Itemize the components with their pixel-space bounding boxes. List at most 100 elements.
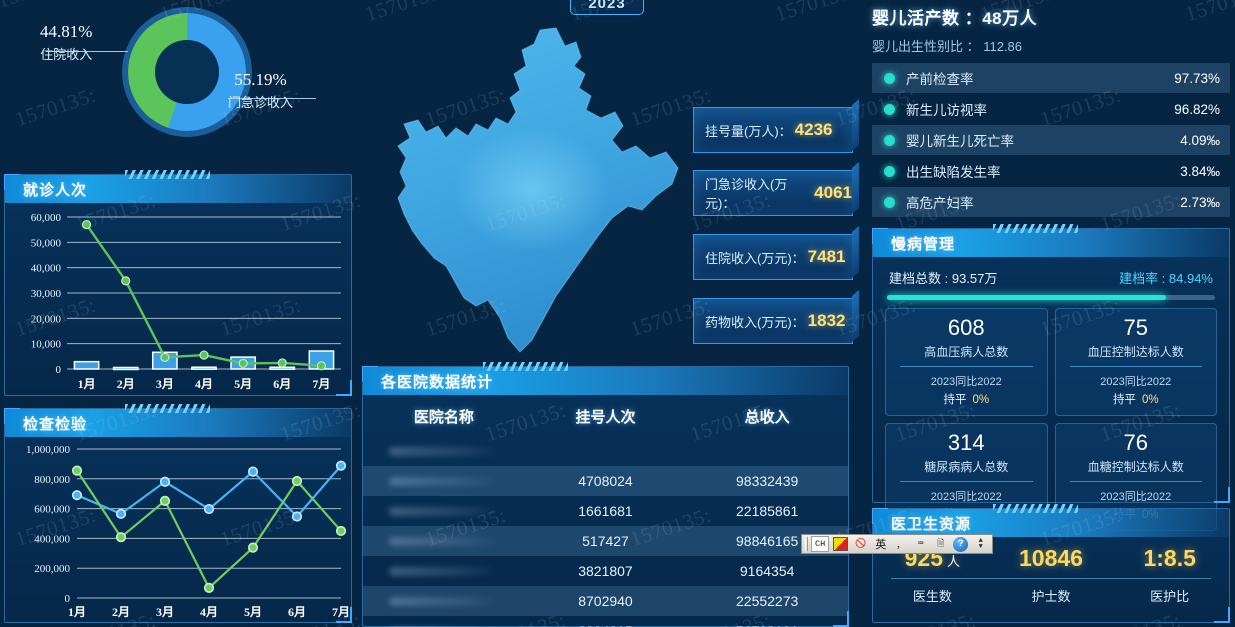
- cell-hospital-name: [363, 556, 525, 586]
- exam-chart-svg: 0 200,000 400,000 600,000 800,000 1,000,000 1月…: [26, 444, 350, 619]
- resource-value: 1:8.5: [1143, 545, 1196, 571]
- birth-stat-row[interactable]: 高危产妇率 2.73‰: [872, 187, 1230, 217]
- svg-text:2月: 2月: [112, 605, 130, 619]
- cell-visits: 8894315: [525, 616, 687, 627]
- resource-name: 护士数: [1031, 589, 1071, 604]
- donut-leader-line-right: [228, 98, 316, 99]
- chronic-rate-label: 建档率 : 84.94%: [1119, 271, 1213, 286]
- resource-name: 医生数: [912, 589, 952, 604]
- chronic-card-number: 76: [1123, 430, 1148, 455]
- chronic-card-yoy-label: 2023同比2022: [1100, 376, 1172, 388]
- ime-punctuation-button[interactable]: ，: [896, 540, 906, 551]
- donut-rim: [122, 7, 252, 137]
- resources-names-grid: 医生数 护士数 医护比: [873, 579, 1229, 605]
- chronic-card-trend-text: 持平: [943, 394, 967, 406]
- chronic-progress-bar: [887, 295, 1215, 300]
- kpi-outpatient-revenue[interactable]: 门急诊收入(万元)： 4061: [693, 170, 853, 216]
- table-row[interactable]: 889431556783191: [363, 616, 848, 627]
- ime-mode-button[interactable]: CH: [811, 536, 830, 552]
- svg-text:7月: 7月: [312, 377, 330, 391]
- chronic-card-delta: 0%: [972, 394, 990, 406]
- bullet-dot-icon: [884, 196, 895, 208]
- ime-soft-keyboard-icon[interactable]: ⌨: [917, 539, 924, 549]
- cell-visits: 8702940: [524, 586, 687, 616]
- ime-toolbox-icon[interactable]: 🗎: [937, 539, 945, 549]
- redacted-hospital-name: [389, 476, 499, 486]
- birth-stat-label: 新生儿访视率: [906, 103, 987, 118]
- redacted-hospital-name: [389, 566, 499, 576]
- col-visits[interactable]: 挂号人次: [575, 409, 636, 426]
- svg-text:800,000: 800,000: [34, 474, 70, 486]
- cell-revenue: 9164354: [739, 563, 795, 579]
- svg-text:40,000: 40,000: [31, 263, 62, 275]
- col-hospital-name[interactable]: 医院名称: [413, 409, 474, 426]
- chronic-card-number: 314: [947, 430, 985, 455]
- cell-revenue: 56783191: [686, 616, 848, 627]
- redacted-hospital-name: [389, 506, 499, 516]
- resources-panel-title: 医卫生资源: [891, 515, 972, 533]
- table-row[interactable]: 3821807 9164354: [363, 556, 848, 586]
- chronic-card-yoy-label: 2023同比2022: [930, 491, 1002, 503]
- svg-text:1月: 1月: [78, 377, 96, 391]
- kpi-drug-revenue[interactable]: 药物收入(万元)： 1832: [693, 298, 853, 344]
- bullet-dot-icon: [884, 72, 895, 84]
- ime-help-icon[interactable]: ?: [952, 536, 969, 552]
- chronic-metric-card[interactable]: 75 血压控制达标人数 2023同比2022 持平 0%: [1054, 308, 1217, 416]
- cell-hospital-name: [363, 496, 525, 526]
- table-row[interactable]: 8702940 22552273: [363, 586, 848, 616]
- ime-language-button[interactable]: 英: [875, 540, 887, 552]
- svg-text:10,000: 10,000: [31, 339, 62, 351]
- ime-expand-icon[interactable]: ▲ ▼: [978, 537, 983, 551]
- table-row[interactable]: [363, 436, 848, 466]
- birth-stats-block: 婴儿活产数 ：48万人 婴儿出生性别比 ： 112.86 产前检查率 97.73%…: [872, 4, 1230, 217]
- chronic-card-name: 糖尿病病人总数: [924, 460, 1009, 474]
- chronic-card-trend: 持平 0%: [1062, 391, 1211, 407]
- birth-stat-value: 4.09‰: [1180, 132, 1220, 148]
- svg-text:200,000: 200,000: [34, 563, 70, 575]
- chronic-metric-card[interactable]: 608 高血压病人总数 2023同比2022 持平 0%: [885, 308, 1048, 416]
- bullet-dot-icon: [884, 134, 895, 146]
- ime-drag-handle[interactable]: [805, 537, 808, 551]
- bullet-dot-icon: [884, 103, 895, 115]
- visits-panel-header: 就诊人次: [5, 170, 351, 203]
- svg-text:400,000: 400,000: [34, 533, 70, 545]
- cell-revenue: [686, 436, 848, 466]
- birth-stat-row[interactable]: 出生缺陷发生率 3.84‰: [872, 156, 1230, 186]
- cell-visits: 4708024: [524, 466, 687, 496]
- ime-keyboard-icon[interactable]: [832, 536, 849, 552]
- ime-toolbar[interactable]: CH 🚫 英 ， ⌨ 🗎 ? ▲ ▼: [801, 534, 994, 554]
- resource-value-cell: 1:8.5: [1110, 545, 1229, 572]
- region-map[interactable]: [360, 0, 700, 372]
- chronic-card-number: 608: [947, 315, 985, 340]
- resource-name-cell: 医护比: [1110, 579, 1229, 605]
- svg-text:3月: 3月: [156, 377, 174, 391]
- svg-text:6月: 6月: [273, 377, 291, 391]
- donut-label-outpatient: 55.19% 门急诊收入: [228, 70, 293, 111]
- kpi-value: 1832: [807, 311, 846, 330]
- kpi-value: 4061: [814, 183, 852, 202]
- birth-stat-row[interactable]: 新生儿访视率 96.82%: [872, 94, 1230, 124]
- kpi-registrations[interactable]: 挂号量(万人)： 4236: [693, 107, 853, 153]
- hospital-table-body: 4708024 98332439 1661681 22185861 517427 9884…: [363, 436, 848, 627]
- chronic-card-divider: [900, 366, 1033, 367]
- resource-value-cell: 10846: [992, 545, 1111, 572]
- table-row[interactable]: 517427 98846165: [363, 526, 848, 556]
- chronic-summary-row: 建档总数 : 93.57万 建档率 : 84.94%: [873, 257, 1229, 287]
- table-row[interactable]: 1661681 22185861: [363, 496, 848, 526]
- birth-stat-row[interactable]: 婴儿新生儿死亡率 4.09‰: [872, 125, 1230, 155]
- birth-subtitle: 婴儿出生性别比 ： 112.86: [872, 39, 1023, 54]
- cell-visits: 1661681: [578, 503, 633, 519]
- chronic-disease-panel: 慢病管理 建档总数 : 93.57万 建档率 : 84.94% 608 高血压病人…: [872, 224, 1230, 531]
- table-row[interactable]: 4708024 98332439: [363, 466, 848, 496]
- chronic-card-trend: 持平 0%: [892, 391, 1041, 407]
- svg-text:20,000: 20,000: [31, 313, 62, 325]
- kpi-inpatient-revenue[interactable]: 住院收入(万元)： 7481: [693, 234, 853, 280]
- cell-visits: 517427: [524, 526, 687, 556]
- ime-disabled-icon[interactable]: 🚫: [855, 539, 867, 549]
- col-revenue[interactable]: 总收入: [744, 409, 790, 426]
- cell-visits: 3821807: [578, 563, 633, 579]
- svg-text:50,000: 50,000: [31, 237, 62, 249]
- year-badge[interactable]: 2023: [570, 0, 644, 15]
- birth-stat-row[interactable]: 产前检查率 97.73%: [872, 63, 1230, 93]
